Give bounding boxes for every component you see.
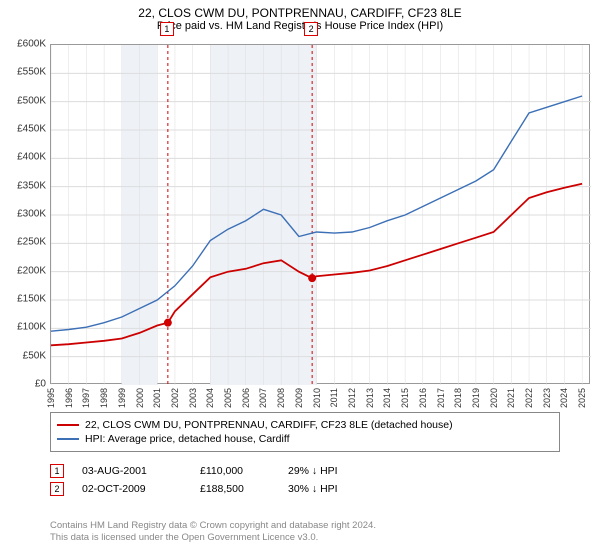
y-tick-label: £100K: [0, 322, 46, 333]
legend: 22, CLOS CWM DU, PONTPRENNAU, CARDIFF, C…: [50, 412, 560, 452]
y-tick-label: £550K: [0, 67, 46, 78]
event-row: 1 03-AUG-2001 £110,000 29% ↓ HPI: [50, 464, 560, 478]
footnote: Contains HM Land Registry data © Crown c…: [50, 520, 570, 545]
y-tick-label: £300K: [0, 209, 46, 220]
figure-root: 22, CLOS CWM DU, PONTPRENNAU, CARDIFF, C…: [0, 0, 600, 560]
y-tick-label: £50K: [0, 350, 46, 361]
footnote-line2: This data is licensed under the Open Gov…: [50, 532, 570, 544]
legend-row: HPI: Average price, detached house, Card…: [57, 433, 553, 445]
y-tick-label: £600K: [0, 39, 46, 50]
event-date: 03-AUG-2001: [82, 465, 182, 477]
footnote-line1: Contains HM Land Registry data © Crown c…: [50, 520, 570, 532]
y-tick-label: £150K: [0, 294, 46, 305]
y-tick-label: £0: [0, 379, 46, 390]
x-tick-label: 2025: [577, 388, 600, 408]
event-price: £110,000: [200, 465, 270, 477]
y-tick-label: £250K: [0, 237, 46, 248]
y-tick-label: £200K: [0, 265, 46, 276]
event-marker-1: 1: [160, 22, 174, 36]
legend-label: HPI: Average price, detached house, Card…: [85, 433, 290, 445]
event-hpi: 29% ↓ HPI: [288, 465, 408, 477]
legend-row: 22, CLOS CWM DU, PONTPRENNAU, CARDIFF, C…: [57, 419, 553, 431]
plot-area: [50, 44, 590, 384]
event-id-box: 1: [50, 464, 64, 478]
event-hpi: 30% ↓ HPI: [288, 483, 408, 495]
y-tick-label: £350K: [0, 180, 46, 191]
plot-svg: [51, 45, 591, 385]
y-tick-label: £500K: [0, 95, 46, 106]
legend-label: 22, CLOS CWM DU, PONTPRENNAU, CARDIFF, C…: [85, 419, 453, 431]
event-date: 02-OCT-2009: [82, 483, 182, 495]
event-price: £188,500: [200, 483, 270, 495]
events-table: 1 03-AUG-2001 £110,000 29% ↓ HPI 2 02-OC…: [50, 460, 560, 500]
y-tick-label: £450K: [0, 124, 46, 135]
chart-subtitle: Price paid vs. HM Land Registry's House …: [0, 20, 600, 36]
event-id-box: 2: [50, 482, 64, 496]
legend-swatch: [57, 438, 79, 440]
chart-title: 22, CLOS CWM DU, PONTPRENNAU, CARDIFF, C…: [0, 0, 600, 20]
event-marker-2: 2: [304, 22, 318, 36]
event-row: 2 02-OCT-2009 £188,500 30% ↓ HPI: [50, 482, 560, 496]
y-tick-label: £400K: [0, 152, 46, 163]
legend-swatch: [57, 424, 79, 426]
